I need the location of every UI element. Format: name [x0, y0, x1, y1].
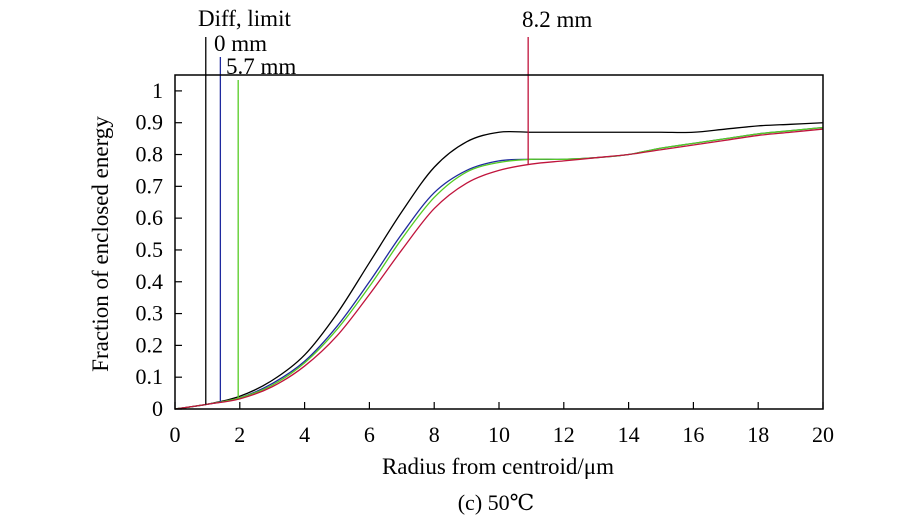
y-tick-label: 0.8	[136, 142, 164, 167]
y-axis-label: Fraction of enclosed energy	[88, 116, 113, 372]
y-tick-label: 1	[152, 78, 163, 103]
y-tick-label: 0.9	[136, 110, 164, 135]
x-tick-label: 10	[488, 422, 510, 447]
y-tick-label: 0	[152, 396, 163, 421]
series-curves	[174, 122, 824, 410]
series-marker-lines	[205, 37, 529, 405]
series-label: 8.2 mm	[522, 7, 592, 32]
series-line	[174, 122, 824, 410]
series-line	[174, 128, 824, 410]
x-tick-label: 2	[234, 422, 245, 447]
y-tick-label: 0.4	[136, 269, 164, 294]
x-tick-label: 8	[429, 422, 440, 447]
x-tick-label: 6	[364, 422, 375, 447]
series-label: 0 mm	[214, 31, 267, 56]
series-line	[174, 126, 824, 410]
figure-caption: (c) 50℃	[458, 490, 535, 515]
x-axis-ticks: 0 2 4 6 8 10 12 14 16 18 20	[170, 402, 834, 447]
y-tick-label: 0.3	[136, 301, 164, 326]
series-label: 5.7 mm	[226, 54, 296, 79]
y-tick-label: 0.6	[136, 205, 164, 230]
x-tick-label: 4	[299, 422, 310, 447]
plot-area-frame	[174, 74, 824, 410]
x-tick-label: 16	[682, 422, 704, 447]
x-tick-label: 0	[170, 422, 181, 447]
series-label: Diff, limit	[198, 6, 291, 31]
y-tick-label: 0.7	[136, 173, 164, 198]
y-tick-label: 0.2	[136, 332, 164, 357]
x-tick-label: 12	[553, 422, 575, 447]
x-tick-label: 20	[812, 422, 834, 447]
y-axis-ticks: 0 0.1 0.2 0.3 0.4 0.5 0.6 0.7 0.8 0.9 1	[136, 78, 182, 421]
y-tick-label: 0.1	[136, 364, 164, 389]
y-tick-label: 0.5	[136, 237, 164, 262]
x-axis-label: Radius from centroid/μm	[382, 454, 614, 479]
series-line	[174, 126, 824, 410]
x-tick-label: 14	[618, 422, 640, 447]
x-tick-label: 18	[747, 422, 769, 447]
